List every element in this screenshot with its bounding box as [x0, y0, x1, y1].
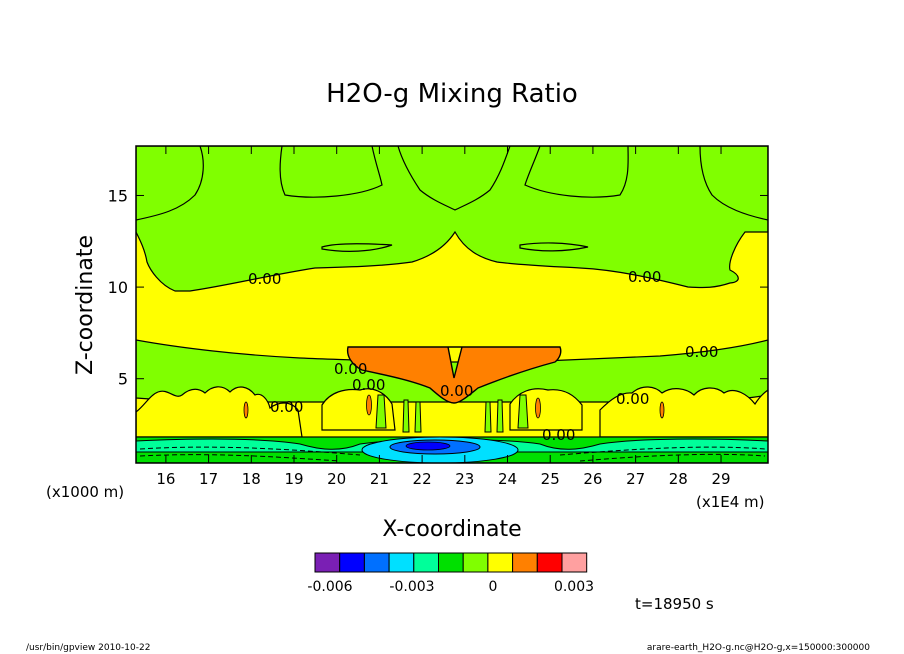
contour-label: 0.00 — [352, 376, 385, 394]
y-tick-label: 5 — [118, 370, 128, 389]
colorbar-swatch — [388, 552, 415, 573]
colorbar-labels: -0.006 -0.003 0 0.003 — [307, 579, 594, 595]
colorbar-tick-label: -0.006 — [307, 579, 352, 595]
x-tick-label: 17 — [199, 470, 218, 488]
negative-contours — [139, 446, 766, 462]
contour-label: 0.00 — [628, 268, 661, 286]
y-axis-title: Z-coordinate — [73, 235, 98, 375]
upper-wisp-right — [519, 242, 589, 252]
colorbar-swatch — [314, 552, 341, 573]
x-axis-title: X-coordinate — [382, 517, 521, 542]
colorbar-tick-label: -0.003 — [389, 579, 434, 595]
y-tick-label: 10 — [108, 278, 128, 297]
colorbar-swatch — [512, 552, 538, 573]
x-tick-label: 27 — [626, 470, 645, 488]
x-tick-label: 23 — [455, 470, 474, 488]
x-tick-label: 20 — [327, 470, 346, 488]
x-unit-left: (x1000 m) — [46, 483, 124, 501]
lower-yellow-cells — [136, 386, 768, 438]
contour-label: 0.00 — [685, 343, 718, 361]
x-axis: 16 17 18 19 20 21 22 23 24 25 26 27 28 29 — [156, 146, 731, 488]
x-tick-label: 28 — [669, 470, 688, 488]
plot-frame — [135, 145, 769, 464]
colorbar-tick-label: 0 — [489, 579, 498, 595]
x-unit-right: (x1E4 m) — [696, 493, 765, 511]
x-tick-label: 16 — [156, 470, 175, 488]
chart-title: H2O-g Mixing Ratio — [326, 79, 578, 109]
core-max-region — [346, 346, 562, 404]
orange-slivers — [243, 394, 665, 419]
colorbar-tick-label: 0.003 — [554, 579, 594, 595]
x-tick-label: 24 — [498, 470, 517, 488]
x-tick-label: 22 — [413, 470, 432, 488]
colorbar-swatch — [536, 552, 563, 573]
colorbar-swatch — [438, 552, 464, 573]
x-tick-label: 26 — [583, 470, 602, 488]
contour-label: 0.00 — [542, 426, 575, 444]
colorbar — [314, 552, 588, 573]
colorbar-swatch — [487, 552, 514, 573]
surface-navy-min — [405, 441, 451, 451]
plume-streaks — [375, 394, 529, 433]
upper-wisp-left — [321, 243, 393, 252]
x-tick-label: 21 — [370, 470, 389, 488]
time-label: t=18950 s — [635, 595, 714, 613]
contour-label: 0.00 — [440, 382, 473, 400]
upper-green-region — [136, 146, 768, 292]
x-tick-label: 19 — [284, 470, 303, 488]
colorbar-swatch — [561, 552, 588, 573]
contour-label: 0.00 — [248, 270, 281, 288]
x-tick-label: 18 — [242, 470, 261, 488]
colorbar-swatch — [363, 552, 390, 573]
y-tick-label: 15 — [108, 186, 128, 205]
contour-label: 0.00 — [334, 360, 367, 378]
contour-labels: 0.00 0.00 0.00 0.00 0.00 0.00 0.00 0.00 … — [248, 268, 718, 444]
x-tick-label: 25 — [541, 470, 560, 488]
colorbar-swatch — [413, 552, 439, 573]
colorbar-swatch — [462, 552, 489, 573]
y-axis: 5 10 15 — [108, 186, 768, 389]
contour-field — [136, 146, 768, 463]
colorbar-swatch — [339, 552, 365, 573]
footer-right: arare-earth_H2O-g.nc@H2O-g,x=150000:3000… — [647, 643, 870, 653]
x-tick-label: 29 — [711, 470, 730, 488]
contour-label: 0.00 — [270, 398, 303, 416]
contour-label: 0.00 — [616, 390, 649, 408]
footer-left: /usr/bin/gpview 2010-10-22 — [26, 643, 150, 653]
